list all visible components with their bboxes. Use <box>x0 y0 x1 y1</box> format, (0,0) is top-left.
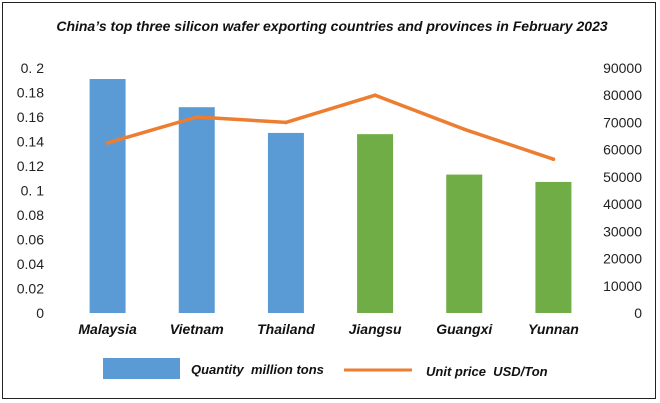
left-tick-label: 0 <box>36 305 44 321</box>
category-label: Yunnan <box>528 321 579 337</box>
category-label: Thailand <box>257 321 315 337</box>
chart-title: China’s top three silicon wafer exportin… <box>56 18 608 34</box>
right-tick-label: 50000 <box>603 169 642 185</box>
right-tick-label: 80000 <box>603 87 642 103</box>
right-tick-label: 0 <box>634 305 642 321</box>
legend-line-label: Unit price USD/Ton <box>426 364 548 379</box>
right-tick-label: 70000 <box>603 114 642 130</box>
left-tick-label: 0. 2 <box>21 60 45 76</box>
left-tick-label: 0.16 <box>17 109 44 125</box>
category-label: Vietnam <box>170 321 224 337</box>
legend-bar-label: Quantity million tons <box>191 362 324 377</box>
category-label: Guangxi <box>436 321 493 337</box>
left-tick-label: 0.08 <box>17 207 44 223</box>
right-tick-label: 90000 <box>603 60 642 76</box>
unit-price-line <box>105 93 556 161</box>
line-series <box>105 93 556 161</box>
bar-jiangsu <box>357 134 394 313</box>
category-label: Jiangsu <box>349 321 402 337</box>
left-tick-label: 0.12 <box>17 158 44 174</box>
left-tick-label: 0.02 <box>17 281 44 297</box>
left-tick-label: 0. 1 <box>21 183 45 199</box>
right-tick-label: 30000 <box>603 223 642 239</box>
bar-malaysia <box>89 79 126 314</box>
line-point-guangxi <box>462 127 467 132</box>
bar-guangxi <box>446 174 483 313</box>
legend-bar-swatch <box>103 358 180 379</box>
line-point-malaysia <box>105 141 110 145</box>
left-tick-label: 0.18 <box>17 85 44 101</box>
right-tick-label: 60000 <box>603 142 642 158</box>
line-point-yunnan <box>551 157 556 161</box>
left-tick-label: 0.14 <box>17 134 44 150</box>
right-axis-ticks: 0 10000 20000 30000 40000 50000 60000 70000 8000… <box>603 60 642 321</box>
line-point-thailand <box>284 120 288 125</box>
right-tick-label: 40000 <box>603 196 642 212</box>
right-tick-label: 20000 <box>603 251 642 267</box>
category-labels: Malaysia Vietnam Thailand Jiangsu Guangxi Yun… <box>78 321 578 337</box>
left-axis-ticks: 0 0.02 0.04 0.06 0.08 0. 1 0.12 0.14 0.16 0.18 0. … <box>17 60 44 321</box>
category-label: Malaysia <box>78 321 137 337</box>
right-tick-label: 10000 <box>603 278 642 294</box>
line-point-jiangsu <box>373 93 377 98</box>
bar-series <box>89 79 572 314</box>
left-tick-label: 0.04 <box>17 256 44 272</box>
legend: Quantity million tons Unit price USD/Ton <box>103 358 548 379</box>
bar-yunnan <box>535 181 572 313</box>
bar-thailand <box>267 132 304 313</box>
bar-vietnam <box>178 107 215 313</box>
line-point-vietnam <box>194 115 199 119</box>
left-tick-label: 0.06 <box>17 232 44 248</box>
